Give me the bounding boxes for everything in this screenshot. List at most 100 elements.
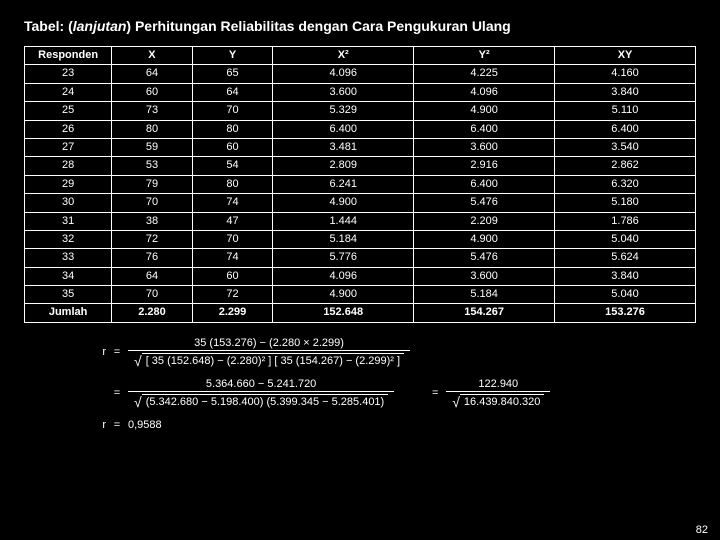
- radicand-1: [ 35 (152.648) − (2.280)² ] [ 35 (154.26…: [142, 353, 404, 367]
- table-cell: 4.225: [414, 65, 555, 83]
- radicand-2-left: (5.342.680 − 5.198.400) (5.399.345 − 5.2…: [142, 394, 389, 408]
- table-cell: 6.400: [414, 175, 555, 193]
- table-cell: 74: [192, 194, 273, 212]
- table-row: 2460643.6004.0963.840: [25, 83, 696, 101]
- table-cell: 5.776: [273, 249, 414, 267]
- table-row: 2573705.3294.9005.110: [25, 102, 696, 120]
- table-cell: 64: [112, 267, 193, 285]
- table-cell: Jumlah: [25, 304, 112, 322]
- formula-block: r = 35 (153.276) − (2.280 × 2.299) √ [ 3…: [84, 337, 696, 431]
- table-cell: 59: [112, 138, 193, 156]
- table-cell: 4.096: [273, 267, 414, 285]
- table-cell: 2.209: [414, 212, 555, 230]
- table-cell: 29: [25, 175, 112, 193]
- table-row: 3272705.1844.9005.040: [25, 230, 696, 248]
- fraction-2-right: 122.940 √ 16.439.840.320: [446, 378, 550, 409]
- table-cell: 3.600: [414, 267, 555, 285]
- table-cell: 4.096: [414, 83, 555, 101]
- table-cell: 72: [192, 286, 273, 304]
- table-row: 3138471.4442.2091.786: [25, 212, 696, 230]
- radical-icon: √: [134, 353, 142, 369]
- table-row: 2680806.4006.4006.400: [25, 120, 696, 138]
- formula-result: 0,9588: [128, 419, 162, 431]
- table-cell: 2.809: [273, 157, 414, 175]
- table-cell: 6.400: [555, 120, 696, 138]
- table-cell: 153.276: [555, 304, 696, 322]
- sqrt-2-right: √ 16.439.840.320: [452, 393, 544, 409]
- table-cell: 60: [192, 267, 273, 285]
- numerator-2-left: 5.364.660 − 5.241.720: [200, 378, 322, 391]
- numerator-1: 35 (153.276) − (2.280 × 2.299): [188, 337, 350, 350]
- sqrt-2-left: √ (5.342.680 − 5.198.400) (5.399.345 − 5…: [134, 393, 388, 409]
- table-row: 2979806.2416.4006.320: [25, 175, 696, 193]
- table-row: 2853542.8092.9162.862: [25, 157, 696, 175]
- table-cell: 3.840: [555, 83, 696, 101]
- col-xy: XY: [555, 47, 696, 65]
- equals-sign: =: [106, 346, 128, 358]
- fraction-1: 35 (153.276) − (2.280 × 2.299) √ [ 35 (1…: [128, 337, 410, 368]
- table-row: 3376745.7765.4765.624: [25, 249, 696, 267]
- table-total-row: Jumlah2.2802.299152.648154.267153.276: [25, 304, 696, 322]
- table-cell: 5.184: [414, 286, 555, 304]
- table-cell: 3.600: [414, 138, 555, 156]
- title-italic: lanjutan: [73, 18, 127, 34]
- table-cell: 5.110: [555, 102, 696, 120]
- equals-sign: =: [106, 387, 128, 399]
- table-cell: 2.299: [192, 304, 273, 322]
- table-cell: 76: [112, 249, 193, 267]
- table-cell: 70: [112, 286, 193, 304]
- table-cell: 5.040: [555, 286, 696, 304]
- table-cell: 24: [25, 83, 112, 101]
- table-cell: 5.040: [555, 230, 696, 248]
- table-cell: 70: [192, 102, 273, 120]
- table-cell: 6.400: [273, 120, 414, 138]
- table-cell: 64: [192, 83, 273, 101]
- table-cell: 5.329: [273, 102, 414, 120]
- equals-sign: =: [424, 387, 446, 399]
- table-cell: 30: [25, 194, 112, 212]
- table-cell: 34: [25, 267, 112, 285]
- table-cell: 5.180: [555, 194, 696, 212]
- table-cell: 3.481: [273, 138, 414, 156]
- table-cell: 47: [192, 212, 273, 230]
- table-cell: 74: [192, 249, 273, 267]
- table-cell: 4.096: [273, 65, 414, 83]
- table-cell: 5.476: [414, 249, 555, 267]
- formula-label: r: [84, 346, 106, 358]
- title-suffix: ) Perhitungan Reliabilitas dengan Cara P…: [126, 18, 510, 34]
- table-cell: 65: [192, 65, 273, 83]
- sqrt-1: √ [ 35 (152.648) − (2.280)² ] [ 35 (154.…: [134, 352, 404, 368]
- table-cell: 6.320: [555, 175, 696, 193]
- page-title: Tabel: (lanjutan) Perhitungan Reliabilit…: [24, 18, 696, 34]
- table-row: 2759603.4813.6003.540: [25, 138, 696, 156]
- table-cell: 1.444: [273, 212, 414, 230]
- denominator-2-left: √ (5.342.680 − 5.198.400) (5.399.345 − 5…: [128, 392, 394, 409]
- table-row: 2364654.0964.2254.160: [25, 65, 696, 83]
- table-cell: 64: [112, 65, 193, 83]
- table-body: 2364654.0964.2254.1602460643.6004.0963.8…: [25, 65, 696, 322]
- table-cell: 5.476: [414, 194, 555, 212]
- table-cell: 27: [25, 138, 112, 156]
- table-cell: 26: [25, 120, 112, 138]
- table-cell: 4.900: [273, 286, 414, 304]
- table-cell: 70: [192, 230, 273, 248]
- reliability-table: Responden X Y X² Y² XY 2364654.0964.2254…: [24, 46, 696, 323]
- table-cell: 5.184: [273, 230, 414, 248]
- table-cell: 53: [112, 157, 193, 175]
- table-cell: 72: [112, 230, 193, 248]
- table-header-row: Responden X Y X² Y² XY: [25, 47, 696, 65]
- col-responden: Responden: [25, 47, 112, 65]
- table-cell: 32: [25, 230, 112, 248]
- denominator-2-right: √ 16.439.840.320: [446, 392, 550, 409]
- table-cell: 54: [192, 157, 273, 175]
- table-cell: 25: [25, 102, 112, 120]
- table-cell: 154.267: [414, 304, 555, 322]
- table-cell: 4.900: [414, 102, 555, 120]
- table-cell: 80: [192, 175, 273, 193]
- col-x: X: [112, 47, 193, 65]
- radicand-2-right: 16.439.840.320: [460, 394, 544, 408]
- table-cell: 60: [192, 138, 273, 156]
- formula-label-3: r: [84, 419, 106, 431]
- col-x2: X²: [273, 47, 414, 65]
- table-cell: 31: [25, 212, 112, 230]
